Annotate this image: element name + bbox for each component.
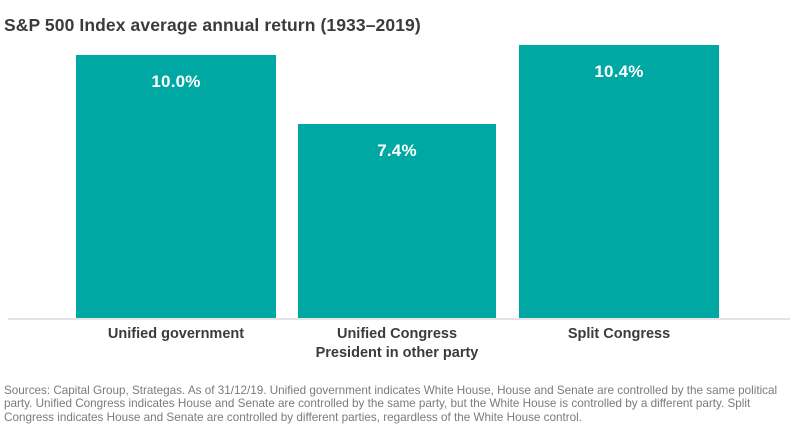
x-axis-label-unified-congress: Unified Congress President in other party xyxy=(315,326,479,361)
x-axis-labels: Unified government Unified Congress Presid… xyxy=(0,325,800,369)
x-axis-label-split-congress: Split Congress xyxy=(567,326,671,342)
bar-value-label-unified-government: 10.0% xyxy=(151,72,201,91)
bar-unified-government: 10.0% xyxy=(76,55,276,319)
bar-value-label-unified-congress: 7.4% xyxy=(377,141,417,160)
bar-unified-congress: 7.4% xyxy=(298,124,496,319)
chart-title: S&P 500 Index average annual return (193… xyxy=(4,14,421,35)
bar-value-label-split-congress: 10.4% xyxy=(594,62,644,81)
x-axis-baseline xyxy=(8,318,790,320)
bar-chart-plot-area: 10.0% 7.4% 10.4% xyxy=(0,34,800,319)
bar-split-congress: 10.4% xyxy=(519,45,719,319)
x-axis-label-unified-government: Unified government xyxy=(107,326,245,342)
